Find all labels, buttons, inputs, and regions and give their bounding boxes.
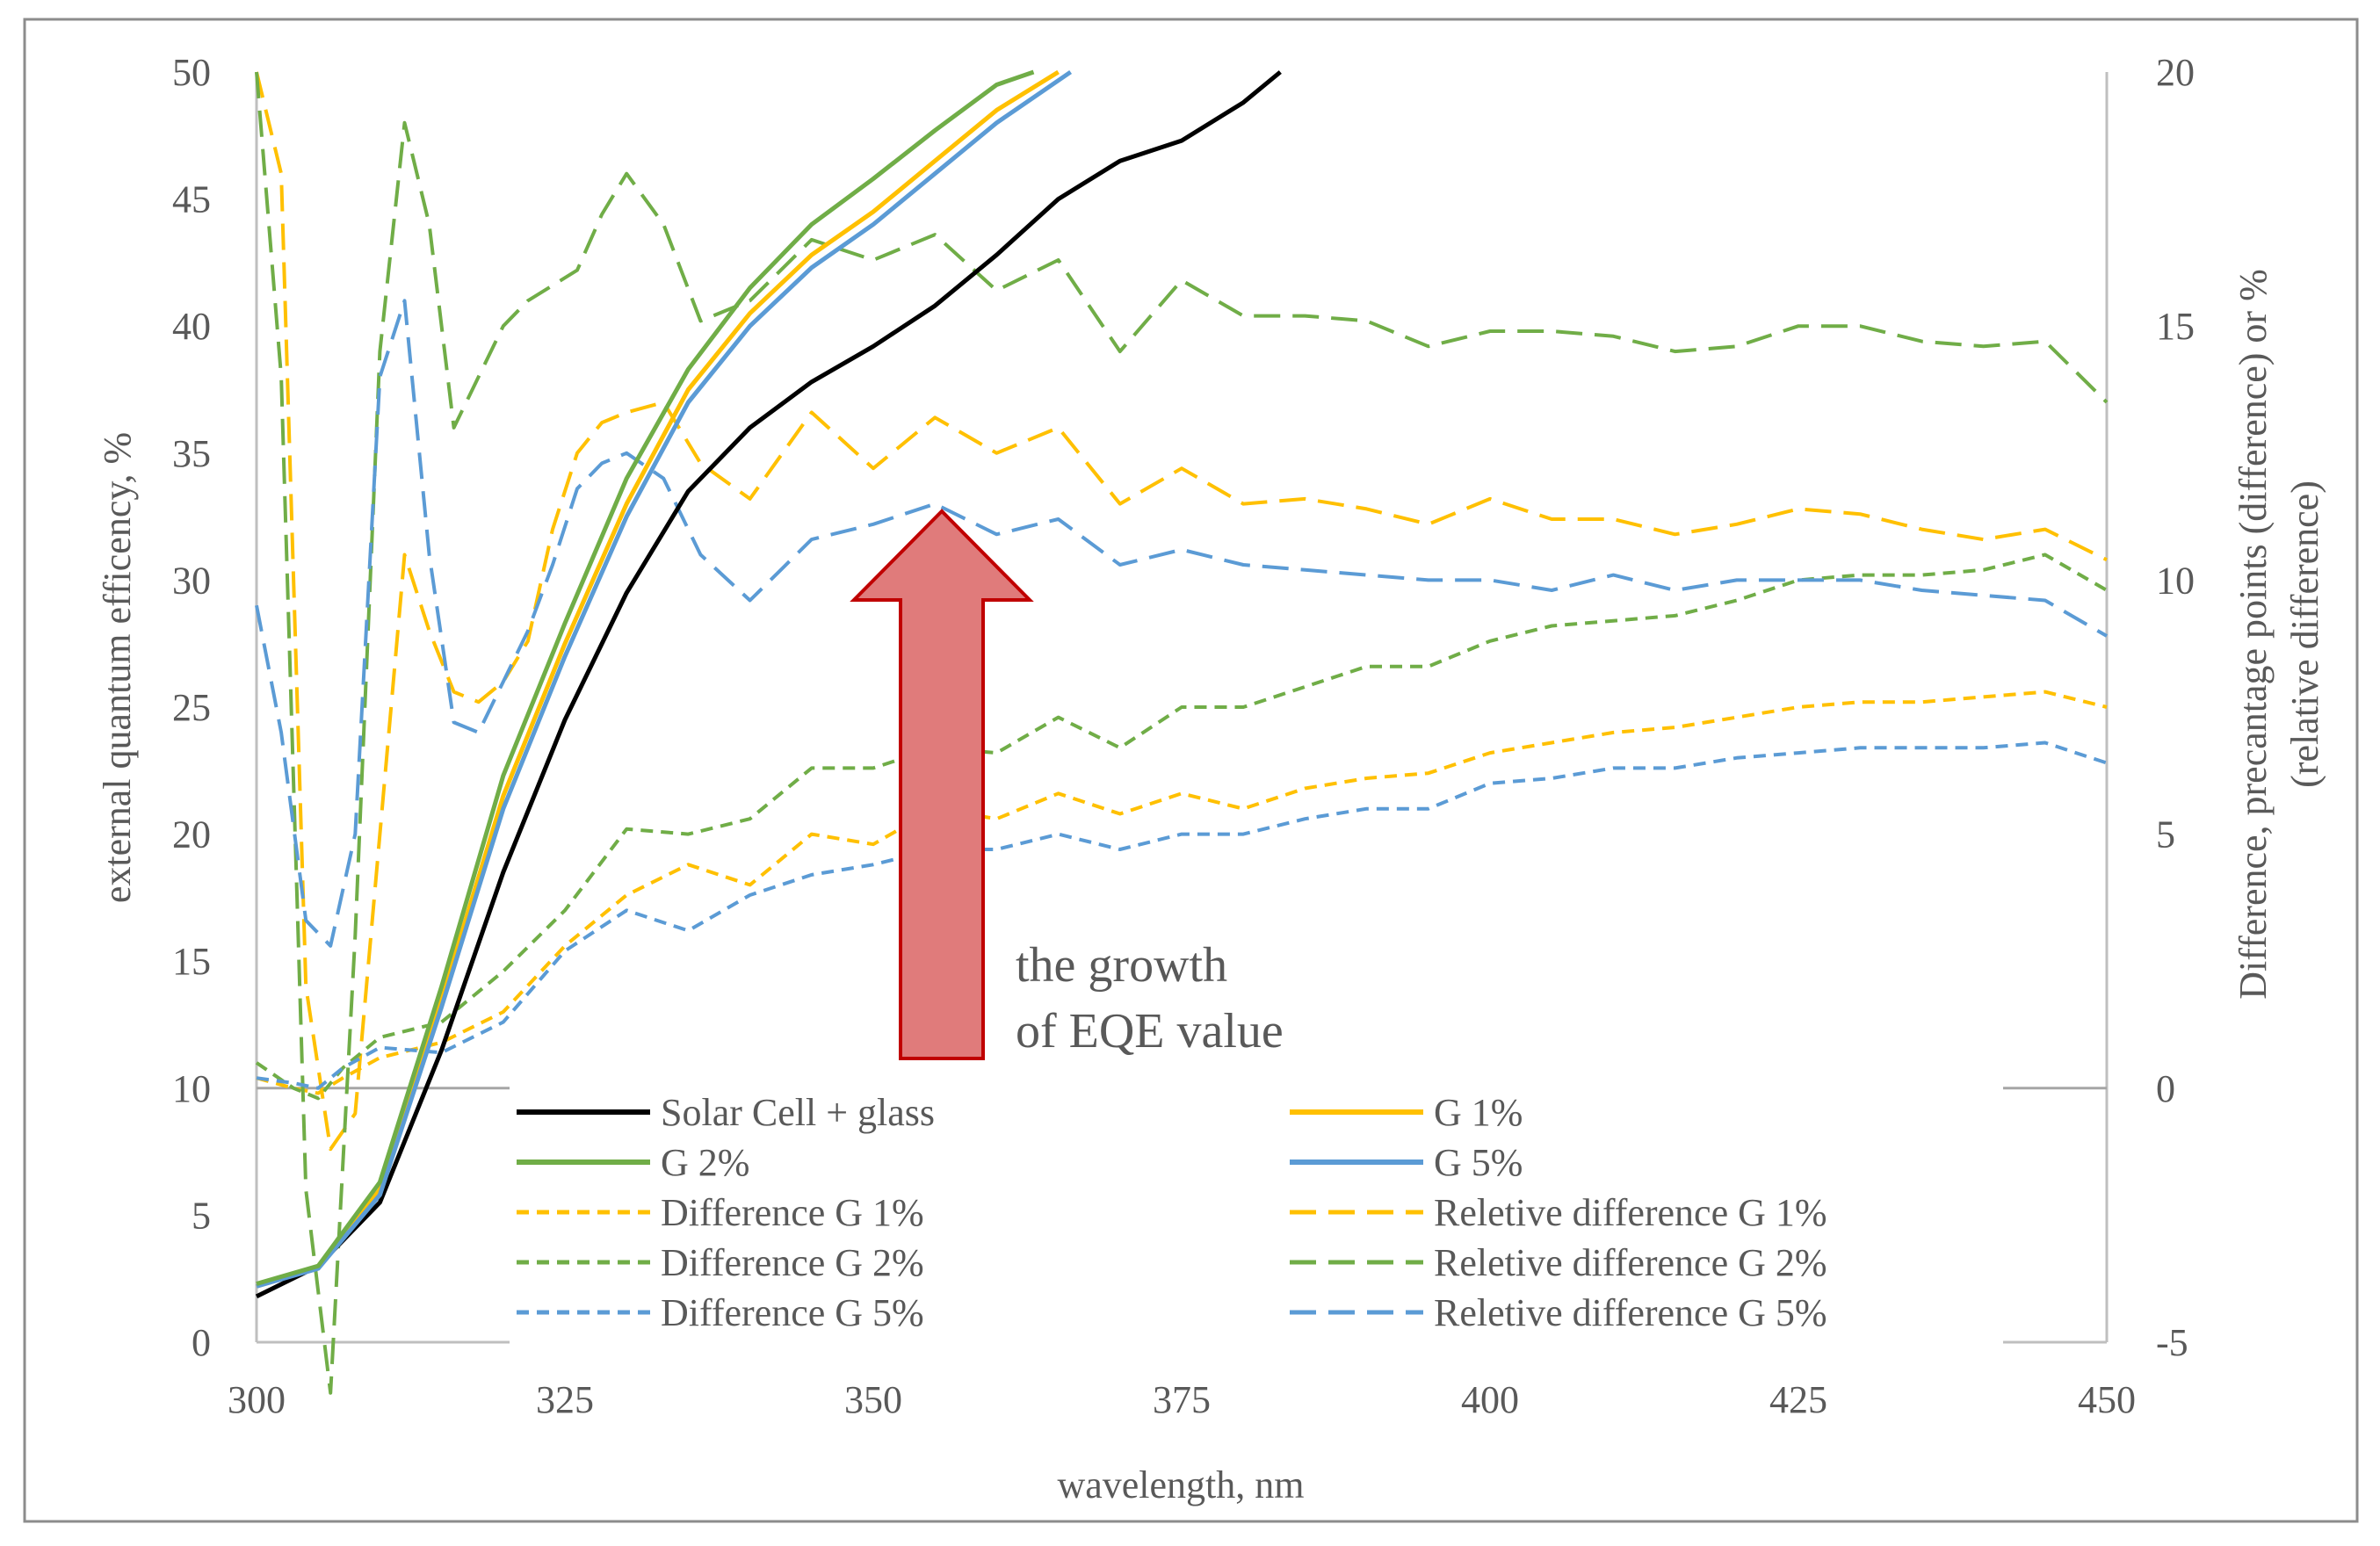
y-right-tick-label: 5 <box>2156 813 2175 856</box>
legend-label: Reletive difference G 5% <box>1434 1291 1827 1334</box>
series-group <box>255 69 2109 1395</box>
growth-arrow <box>850 509 1034 1060</box>
legend-background <box>510 1082 2003 1347</box>
legend-label: G 1% <box>1434 1091 1523 1134</box>
legend-label: Difference G 2% <box>661 1241 924 1284</box>
series-line-reletive-difference-g-2 <box>255 71 2109 1395</box>
y-left-axis-title: external quantum efficency, % <box>96 432 139 903</box>
series-line-g-2 <box>256 69 1035 1286</box>
y-left-tick-label: 50 <box>172 51 211 94</box>
y-left-tick-label: 25 <box>172 686 211 729</box>
x-tick-label: 350 <box>844 1378 902 1421</box>
annotation-line-2: of EQE value <box>1016 1004 1284 1058</box>
y-right-axis-title-line-2: (relative difference) <box>2283 480 2326 788</box>
x-tick-label: 450 <box>2078 1378 2136 1421</box>
legend-label: Reletive difference G 2% <box>1434 1241 1827 1284</box>
y-right-tick-label: -5 <box>2156 1321 2188 1364</box>
legend-label: G 5% <box>1434 1141 1523 1184</box>
growth-arrow-group <box>850 509 1034 1060</box>
y-right-tick-label: 20 <box>2156 51 2195 94</box>
series-line-g-5 <box>256 69 1073 1289</box>
y-right-tick-label: 15 <box>2156 305 2195 348</box>
legend-label: Difference G 5% <box>661 1291 924 1334</box>
y-left-tick-label: 15 <box>172 940 211 983</box>
annotation-line-1: the growth <box>1016 938 1227 993</box>
x-tick-label: 300 <box>228 1378 286 1421</box>
y-right-tick-label: 10 <box>2156 559 2195 602</box>
y-right-axis-title-line-1: Difference, precantage points (differenc… <box>2232 269 2275 1000</box>
series-line-reletive-difference-g-5 <box>255 299 2108 948</box>
axes-group: 300 325 350 375 400 425 450 0 5 10 15 20 25 30 35 40 45 5… <box>172 51 2195 1421</box>
series-line-difference-g-2 <box>255 553 2108 1101</box>
series-line-solar-cell-glass <box>255 70 1282 1299</box>
legend-label: Difference G 1% <box>661 1191 924 1234</box>
y-left-tick-label: 35 <box>172 432 211 475</box>
y-left-tick-label: 10 <box>172 1067 211 1110</box>
series-line-difference-g-1 <box>256 690 2108 1095</box>
y-left-tick-label: 20 <box>172 813 211 856</box>
series-line-difference-g-5 <box>256 740 2108 1090</box>
x-tick-label: 400 <box>1461 1378 1519 1421</box>
y-left-tick-label: 0 <box>192 1321 211 1364</box>
x-tick-label: 325 <box>536 1378 594 1421</box>
legend: Solar Cell + glass G 1% G 2% G 5% Difference… <box>510 1082 2003 1347</box>
y-right-tick-label: 0 <box>2156 1067 2175 1110</box>
y-left-tick-label: 40 <box>172 305 211 348</box>
legend-label: G 2% <box>661 1141 749 1184</box>
y-left-tick-label: 30 <box>172 559 211 602</box>
series-line-reletive-difference-g-1 <box>255 71 2108 1152</box>
legend-label: Reletive difference G 1% <box>1434 1191 1827 1234</box>
x-tick-label: 375 <box>1153 1378 1211 1421</box>
x-axis-title: wavelength, nm <box>1057 1463 1304 1506</box>
legend-label: Solar Cell + glass <box>661 1091 935 1134</box>
y-left-tick-label: 5 <box>192 1194 211 1237</box>
y-left-tick-label: 45 <box>172 178 211 221</box>
x-tick-label: 425 <box>1769 1378 1827 1421</box>
